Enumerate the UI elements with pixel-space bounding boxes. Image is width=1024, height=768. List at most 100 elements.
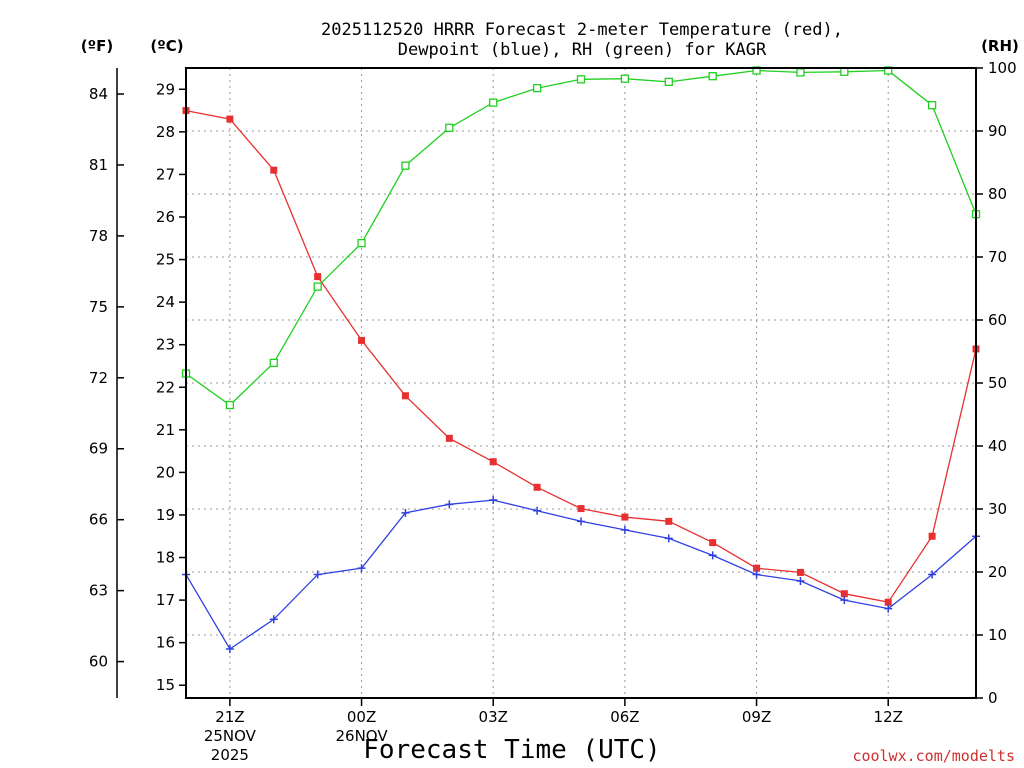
dewpoint-point [928,570,937,579]
celsius-tick-label: 28 [156,123,175,141]
fahrenheit-tick-label: 72 [89,369,108,387]
dewpoint-point [357,564,366,573]
temperature-point [401,392,409,400]
temperature-point [928,532,936,540]
x-tick-label: 09Z [742,708,771,726]
celsius-tick-label: 19 [156,506,175,524]
rh-tick-label: 0 [988,689,998,707]
temperature-point [577,505,585,513]
labels: 2025112520 HRRR Forecast 2-meter Tempera… [81,20,1019,765]
rh-tick-label: 90 [988,122,1007,140]
temperature-point [753,564,761,572]
celsius-tick-label: 26 [156,208,175,226]
temperature-point [840,590,848,598]
rh-point [269,358,278,367]
dewpoint-point [577,517,585,526]
temperature-point [314,273,322,281]
rh-tick-label: 20 [988,563,1007,581]
dewpoint-point [313,570,322,579]
rh-point [225,400,235,410]
x-tick-label: 03Z [479,708,508,726]
x-tick-label: 06Z [610,708,639,726]
fahrenheit-tick-label: 84 [89,85,108,103]
dewpoint-point [620,525,629,534]
rh-point [664,77,673,87]
series-layer [181,66,981,654]
celsius-tick-label: 15 [156,676,175,694]
x-tick-label: 2025 [211,746,249,764]
chart-title-line-1: 2025112520 HRRR Forecast 2-meter Tempera… [321,20,843,40]
temperature-point [709,539,717,547]
x-tick-label: 12Z [874,708,903,726]
x-tick-label: 26NOV [335,727,388,745]
rh-tick-label: 60 [988,311,1007,329]
temperature-point [489,458,497,466]
rh-tick-label: 70 [988,248,1007,266]
dewpoint-point [533,506,542,515]
chart-title-line-2: Dewpoint (blue), RH (green) for KAGR [398,40,767,60]
dewpoint-point [225,645,234,654]
temperature-point [445,434,453,442]
rh-point [401,161,410,170]
temperature-point [884,598,892,606]
temperature-point [358,336,366,344]
celsius-tick-label: 18 [156,549,175,567]
x-tick-label: 21Z [215,708,244,726]
temperature-point [226,115,234,123]
rh-axis-unit: (RH) [981,37,1019,55]
celsius-tick-label: 22 [156,378,175,396]
celsius-tick-label: 29 [156,80,175,98]
rh-tick-label: 80 [988,185,1007,203]
dewpoint-point [445,500,454,509]
rh-tick-label: 10 [988,626,1007,644]
rh-tick-label: 40 [988,437,1007,455]
rh-tick-label: 100 [988,59,1017,77]
dewpoint-point [708,551,717,560]
temperature-point [621,513,629,521]
dewpoint-point [664,534,673,543]
fahrenheit-tick-label: 81 [89,156,108,174]
grid [186,68,976,698]
fahrenheit-tick-label: 78 [89,227,108,245]
temperature-point [796,568,804,576]
rh-point [708,72,717,81]
fahrenheit-tick-label: 75 [89,298,108,316]
celsius-tick-label: 24 [156,293,175,311]
rh-point [840,67,849,76]
rh-point [357,238,366,248]
x-axis-label: Forecast Time (UTC) [363,735,660,765]
dewpoint-point [796,576,805,585]
dewpoint-point [884,604,893,613]
rh-point [489,98,498,107]
celsius-axis-unit: (ºC) [150,37,183,55]
celsius-tick-label: 20 [156,463,175,481]
dewpoint-point [840,596,849,605]
celsius-tick-label: 17 [156,591,175,609]
dewpoint-point [489,496,498,505]
dewpoint-point [401,508,410,517]
rh-point [576,75,586,84]
celsius-tick-label: 23 [156,336,175,354]
rh-point [313,282,322,291]
celsius-tick-label: 16 [156,634,175,652]
celsius-tick-label: 21 [156,421,175,439]
fahrenheit-tick-label: 60 [89,653,108,671]
fahrenheit-axis-unit: (ºF) [81,37,113,55]
temperature-line [185,109,977,603]
rh-point [445,123,454,132]
x-tick-label: 25NOV [204,727,257,745]
fahrenheit-tick-label: 66 [89,511,108,529]
temperature-point [665,517,673,525]
dewpoint-point [752,570,761,579]
celsius-tick-label: 25 [156,251,175,269]
plot-frame [185,67,977,699]
rh-line [185,69,977,406]
temperature-point [533,483,541,491]
fahrenheit-tick-label: 63 [89,582,108,600]
rh-point [796,68,805,77]
rh-point [532,84,542,93]
x-tick-label: 00Z [347,708,376,726]
rh-point [620,74,630,83]
